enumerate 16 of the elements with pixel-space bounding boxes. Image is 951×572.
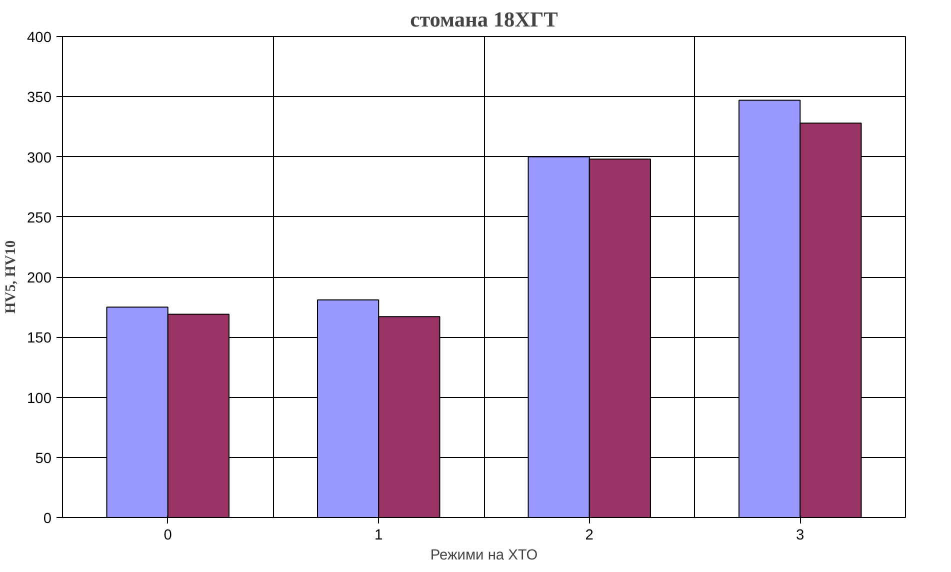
x-axis-title: Режими на ХТО xyxy=(430,548,538,564)
y-tick-label: 150 xyxy=(27,330,52,347)
y-tick-label: 400 xyxy=(27,30,52,46)
y-axis-title: HV5, HV10 xyxy=(3,240,20,314)
y-tick-label: 50 xyxy=(35,450,52,467)
chart-title: стомана 18ХГТ xyxy=(410,8,558,32)
y-tick-label: 250 xyxy=(27,210,52,226)
x-tick-label: 1 xyxy=(374,528,383,544)
x-tick-label: 2 xyxy=(585,528,594,544)
y-tick-label: 0 xyxy=(43,511,52,527)
y-tick-label: 200 xyxy=(27,270,52,286)
y-tick-label: 300 xyxy=(27,150,52,166)
x-tick-label: 0 xyxy=(164,528,172,544)
y-tick-label: 100 xyxy=(27,390,52,407)
y-tick-label: 350 xyxy=(27,90,52,106)
x-tick-label: 3 xyxy=(796,528,804,544)
